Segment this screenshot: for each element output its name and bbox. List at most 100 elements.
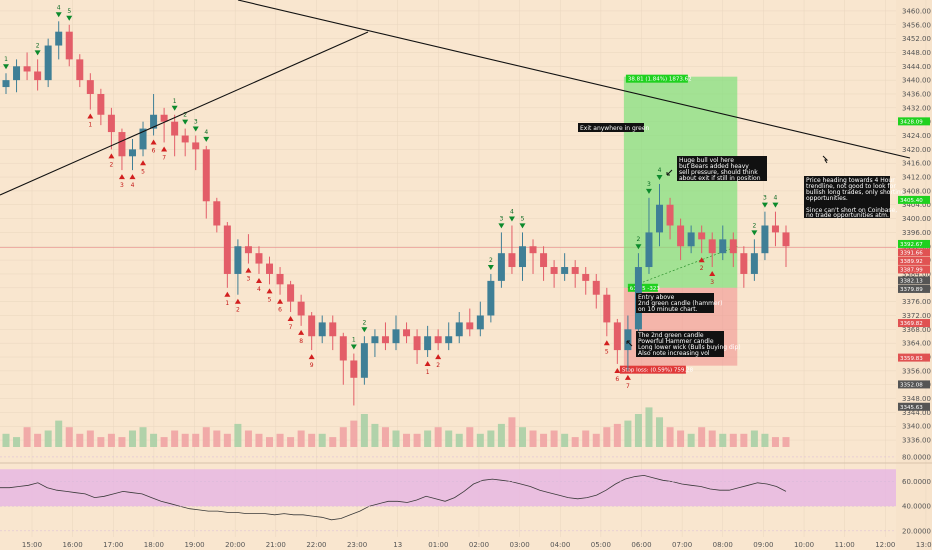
volume-bar xyxy=(487,430,495,447)
signal-up-arrow xyxy=(266,288,273,294)
time-axis[interactable]: 15:00 16:00 17:00 18:00 19:00 20:00 21:00 22:00… xyxy=(22,541,932,549)
signal-count-label: 2 xyxy=(637,236,641,243)
candle-body xyxy=(740,253,748,274)
trendline-resistance[interactable] xyxy=(237,0,911,159)
bull-vol-line-1: Huge bull vol here xyxy=(679,157,734,164)
time-tick-label: 15:00 xyxy=(22,541,42,549)
volume-bar xyxy=(434,427,442,447)
candle-body xyxy=(750,253,758,274)
entry-label: 61.65 -323 xyxy=(630,286,660,292)
candle-body xyxy=(677,225,685,247)
signal-up-arrow xyxy=(308,354,315,360)
price-tick-label: 3404.00 xyxy=(902,201,931,209)
price-tick-label: 3396.00 xyxy=(902,229,931,237)
price-tick-label: 3448.00 xyxy=(902,49,931,57)
candle-body xyxy=(192,142,200,150)
entry-dashed-line xyxy=(627,245,738,289)
signal-count-label: 4 xyxy=(774,195,778,202)
volume-bar xyxy=(318,433,326,447)
signal-count-label: 3 xyxy=(120,182,124,189)
time-tick-label: 19:00 xyxy=(184,541,204,549)
candle-body xyxy=(381,336,389,344)
signal-count-label: 2 xyxy=(236,307,240,314)
price-badge xyxy=(898,276,930,285)
signal-up-arrow xyxy=(224,291,231,297)
volume-bar xyxy=(128,430,136,447)
price-tick-label: 3364.00 xyxy=(902,340,931,348)
candle-body xyxy=(107,114,115,133)
signal-count-label: 1 xyxy=(88,122,92,129)
time-tick-label: 08:00 xyxy=(713,541,733,549)
volume-bar xyxy=(350,420,358,447)
signal-count-label: 5 xyxy=(141,168,145,175)
volume-bar xyxy=(360,414,368,447)
signal-count-label: 8 xyxy=(299,338,303,345)
volume-bar xyxy=(582,430,590,447)
candle-body xyxy=(150,114,158,129)
price-badge xyxy=(898,248,930,257)
hammer-line-3: Long lower wick (Bulls buying dip) xyxy=(638,344,741,351)
price-tick-label: 3420.00 xyxy=(902,146,931,154)
volume-bar xyxy=(150,433,158,447)
volume-bar xyxy=(550,430,558,447)
candle-body xyxy=(34,71,42,81)
price-tick-label: 3340.00 xyxy=(902,423,931,431)
signal-down-arrow xyxy=(192,126,199,132)
candle-body xyxy=(128,149,136,157)
signal-up-arrow xyxy=(245,267,252,273)
signal-count-label: 4 xyxy=(57,4,61,11)
signal-count-label: 2 xyxy=(183,112,187,119)
signal-up-arrow xyxy=(614,367,621,373)
price-tick-label: 3456.00 xyxy=(902,21,931,29)
signal-down-arrow xyxy=(55,12,62,18)
signal-down-arrow xyxy=(487,264,494,270)
signal-up-arrow xyxy=(277,298,284,304)
signal-up-arrow xyxy=(108,153,115,159)
time-tick-label: 05:00 xyxy=(591,541,611,549)
volume-bars xyxy=(2,407,790,447)
signal-down-arrow xyxy=(761,202,768,208)
price-badge-label: 3382.13 xyxy=(900,279,923,285)
entry-annotation: Entry above 2nd green candle (hammer) on… xyxy=(636,293,722,313)
time-tick-label: 16:00 xyxy=(63,541,83,549)
candle-body xyxy=(55,31,63,46)
signal-count-label: 5 xyxy=(605,348,609,355)
hammer-line-1: The 2nd green candle xyxy=(637,332,704,339)
oscillator-axis[interactable]: 80.0000 60.0000 40.0000 20.0000 xyxy=(0,453,931,535)
target-label-bg xyxy=(625,74,688,83)
candle-body xyxy=(413,336,421,351)
exit-annotation: Exit anywhere in green xyxy=(578,123,650,132)
volume-bar xyxy=(540,433,548,447)
price-badge-label: 3379.89 xyxy=(900,287,923,293)
price-pane[interactable] xyxy=(0,0,932,463)
volume-bar xyxy=(424,430,432,447)
volume-bar xyxy=(297,430,305,447)
volume-bar xyxy=(65,427,73,447)
trend-line-6: Since can't short on Coinbase, xyxy=(806,207,897,214)
candle-body xyxy=(771,225,779,233)
candle-body xyxy=(666,204,674,226)
candle-body xyxy=(761,225,769,254)
candle-body xyxy=(645,232,653,268)
signal-down-arrow xyxy=(519,223,526,229)
oscillator-band xyxy=(0,469,896,507)
signal-count-label: 3 xyxy=(499,215,503,222)
candle-body xyxy=(392,329,400,344)
price-tick-label: 3344.00 xyxy=(902,409,931,417)
signal-up-arrow xyxy=(255,277,262,283)
signal-count-label: 5 xyxy=(268,296,272,303)
signal-down-arrow xyxy=(498,223,505,229)
signal-up-arrow xyxy=(287,316,294,322)
trendline-support[interactable] xyxy=(0,31,369,196)
stop-label: Stop loss: (0.59%) 759.28 xyxy=(622,368,694,374)
volume-bar xyxy=(2,433,10,447)
signal-count-label: 1 xyxy=(173,98,177,105)
signal-up-arrow xyxy=(161,146,168,152)
trend-line-7: no trade opportunities atm. xyxy=(806,212,889,219)
candle-body xyxy=(582,273,590,281)
trendlines[interactable] xyxy=(0,0,911,196)
price-badge xyxy=(898,117,930,126)
volume-bar xyxy=(160,437,168,447)
volume-bar xyxy=(244,430,252,447)
